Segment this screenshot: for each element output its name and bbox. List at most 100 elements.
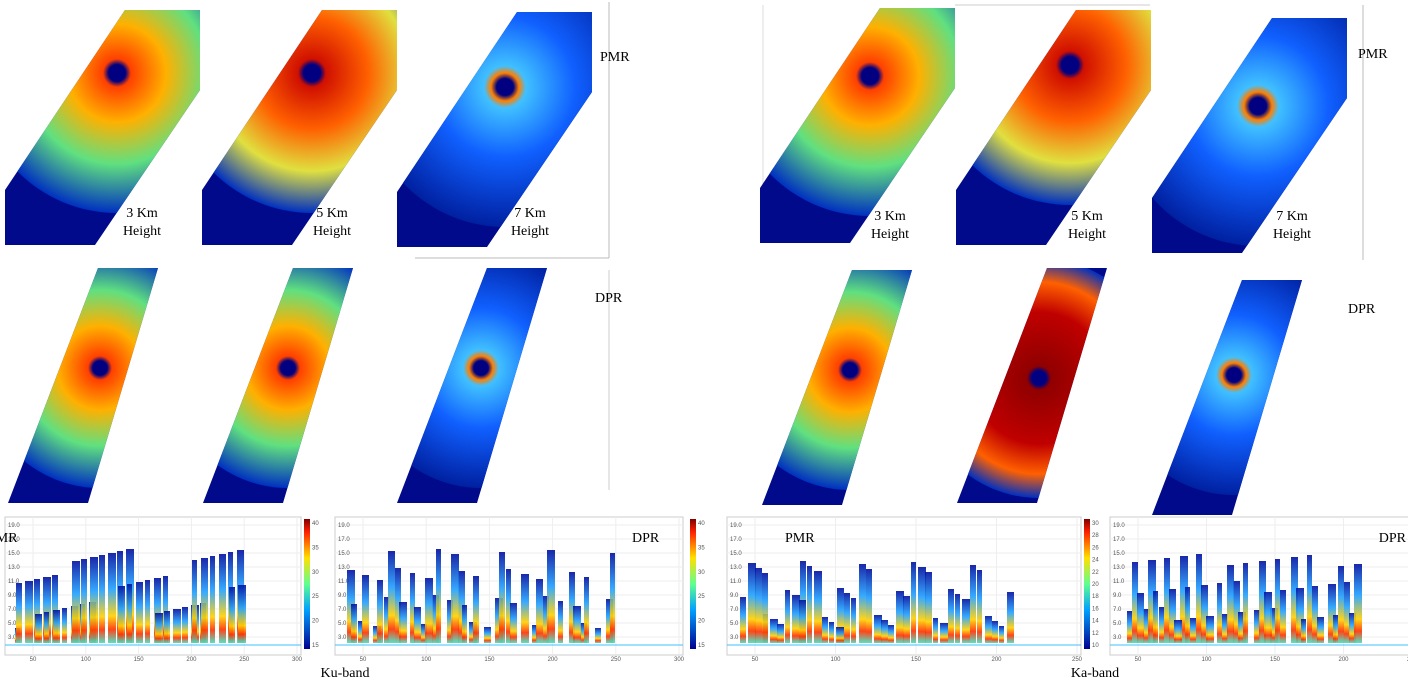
colorbar-tick: 15 bbox=[312, 643, 319, 649]
echo bbox=[903, 596, 910, 643]
height-label: 7 Km bbox=[1276, 209, 1308, 224]
echo bbox=[399, 602, 407, 643]
height-label: Height bbox=[871, 227, 909, 242]
colorbar-tick: 24 bbox=[1092, 558, 1099, 564]
echo bbox=[985, 616, 992, 643]
y-tick-label: 5.0 bbox=[338, 621, 347, 627]
cyclone bbox=[1114, 255, 1354, 495]
echo bbox=[90, 557, 98, 643]
cyclone bbox=[919, 258, 1159, 498]
echo bbox=[25, 581, 33, 643]
echo bbox=[145, 580, 150, 643]
echo bbox=[1301, 619, 1306, 643]
y-tick-label: 19.0 bbox=[8, 523, 20, 529]
y-tick-label: 19.0 bbox=[338, 523, 350, 529]
echo bbox=[799, 600, 806, 643]
caption: Ka-band bbox=[1071, 666, 1119, 681]
y-tick-label: 9.0 bbox=[8, 593, 17, 599]
colorbar-tick: 40 bbox=[698, 521, 705, 527]
y-tick-label: 15.0 bbox=[1113, 551, 1125, 557]
echo bbox=[62, 608, 67, 643]
x-tick-label: 250 bbox=[1072, 657, 1083, 663]
y-tick-label: 17.0 bbox=[1113, 537, 1125, 543]
echo bbox=[777, 624, 784, 643]
echo bbox=[829, 622, 834, 643]
x-tick-label: 150 bbox=[134, 657, 145, 663]
colorbar-tick: 35 bbox=[312, 545, 319, 551]
echo bbox=[1007, 592, 1014, 643]
y-tick-label: 17.0 bbox=[338, 537, 350, 543]
y-tick-label: 7.0 bbox=[8, 607, 17, 613]
y-tick-label: 9.0 bbox=[1113, 593, 1122, 599]
echo bbox=[785, 590, 790, 643]
echo bbox=[595, 628, 601, 643]
colorbar-tick: 15 bbox=[698, 643, 705, 649]
x-tick-label: 150 bbox=[484, 657, 495, 663]
height-label: Height bbox=[1273, 227, 1311, 242]
echo bbox=[473, 576, 479, 643]
height-label: 5 Km bbox=[316, 206, 348, 221]
echo bbox=[182, 607, 188, 643]
echo bbox=[1153, 591, 1158, 643]
y-tick-label: 15.0 bbox=[338, 551, 350, 557]
colorbar-tick: 20 bbox=[312, 619, 319, 625]
colorbar-tick: 12 bbox=[1092, 631, 1099, 637]
y-tick-label: 13.0 bbox=[8, 565, 20, 571]
echo bbox=[229, 587, 235, 643]
height-label: Height bbox=[313, 224, 351, 239]
colorbar-tick: 30 bbox=[698, 570, 705, 576]
echo bbox=[558, 601, 563, 643]
x-tick-label: 300 bbox=[674, 657, 685, 663]
cyclone bbox=[361, 248, 601, 488]
profile-label: PMR bbox=[0, 531, 18, 546]
colorbar-tick: 20 bbox=[698, 619, 705, 625]
height-label: Height bbox=[1068, 227, 1106, 242]
echo bbox=[1307, 555, 1312, 643]
y-tick-label: 3.0 bbox=[338, 635, 347, 641]
echo bbox=[72, 561, 80, 643]
echo bbox=[16, 583, 22, 643]
x-tick-label: 100 bbox=[1201, 657, 1212, 663]
caption: Ku-band bbox=[321, 666, 370, 681]
echo bbox=[955, 594, 960, 643]
echo bbox=[521, 574, 529, 643]
echo bbox=[755, 568, 762, 643]
sensor-label: DPR bbox=[595, 291, 623, 306]
echo bbox=[940, 623, 948, 643]
echo bbox=[999, 626, 1004, 643]
echo bbox=[155, 613, 163, 643]
echo bbox=[836, 627, 844, 643]
y-tick-label: 11.0 bbox=[1113, 579, 1125, 585]
echo bbox=[896, 591, 904, 643]
echo bbox=[977, 570, 982, 643]
echo bbox=[118, 586, 125, 643]
x-tick-label: 50 bbox=[752, 657, 759, 663]
echo bbox=[192, 560, 197, 643]
x-tick-label: 300 bbox=[292, 657, 303, 663]
echo bbox=[53, 610, 60, 643]
y-tick-label: 5.0 bbox=[730, 621, 739, 627]
x-tick-label: 250 bbox=[239, 657, 250, 663]
colorbar-tick: 35 bbox=[698, 545, 705, 551]
y-tick-label: 15.0 bbox=[730, 551, 742, 557]
echo bbox=[933, 618, 938, 643]
colorbar-tick: 30 bbox=[312, 570, 319, 576]
echo bbox=[822, 617, 828, 643]
echo bbox=[851, 598, 856, 643]
echo bbox=[1190, 618, 1196, 643]
y-tick-label: 5.0 bbox=[8, 621, 17, 627]
echo bbox=[1174, 620, 1182, 643]
echo bbox=[44, 612, 49, 643]
echo bbox=[1264, 592, 1272, 643]
echo bbox=[164, 611, 170, 643]
x-tick-label: 150 bbox=[1270, 657, 1281, 663]
sensor-label: PMR bbox=[1358, 47, 1388, 62]
echo bbox=[351, 604, 357, 643]
echo bbox=[35, 614, 42, 643]
echo bbox=[219, 554, 226, 643]
echo bbox=[201, 558, 208, 643]
height-label: 7 Km bbox=[514, 206, 546, 221]
echo bbox=[740, 597, 746, 643]
cyclone bbox=[168, 248, 408, 488]
sensor-label: PMR bbox=[600, 50, 630, 65]
